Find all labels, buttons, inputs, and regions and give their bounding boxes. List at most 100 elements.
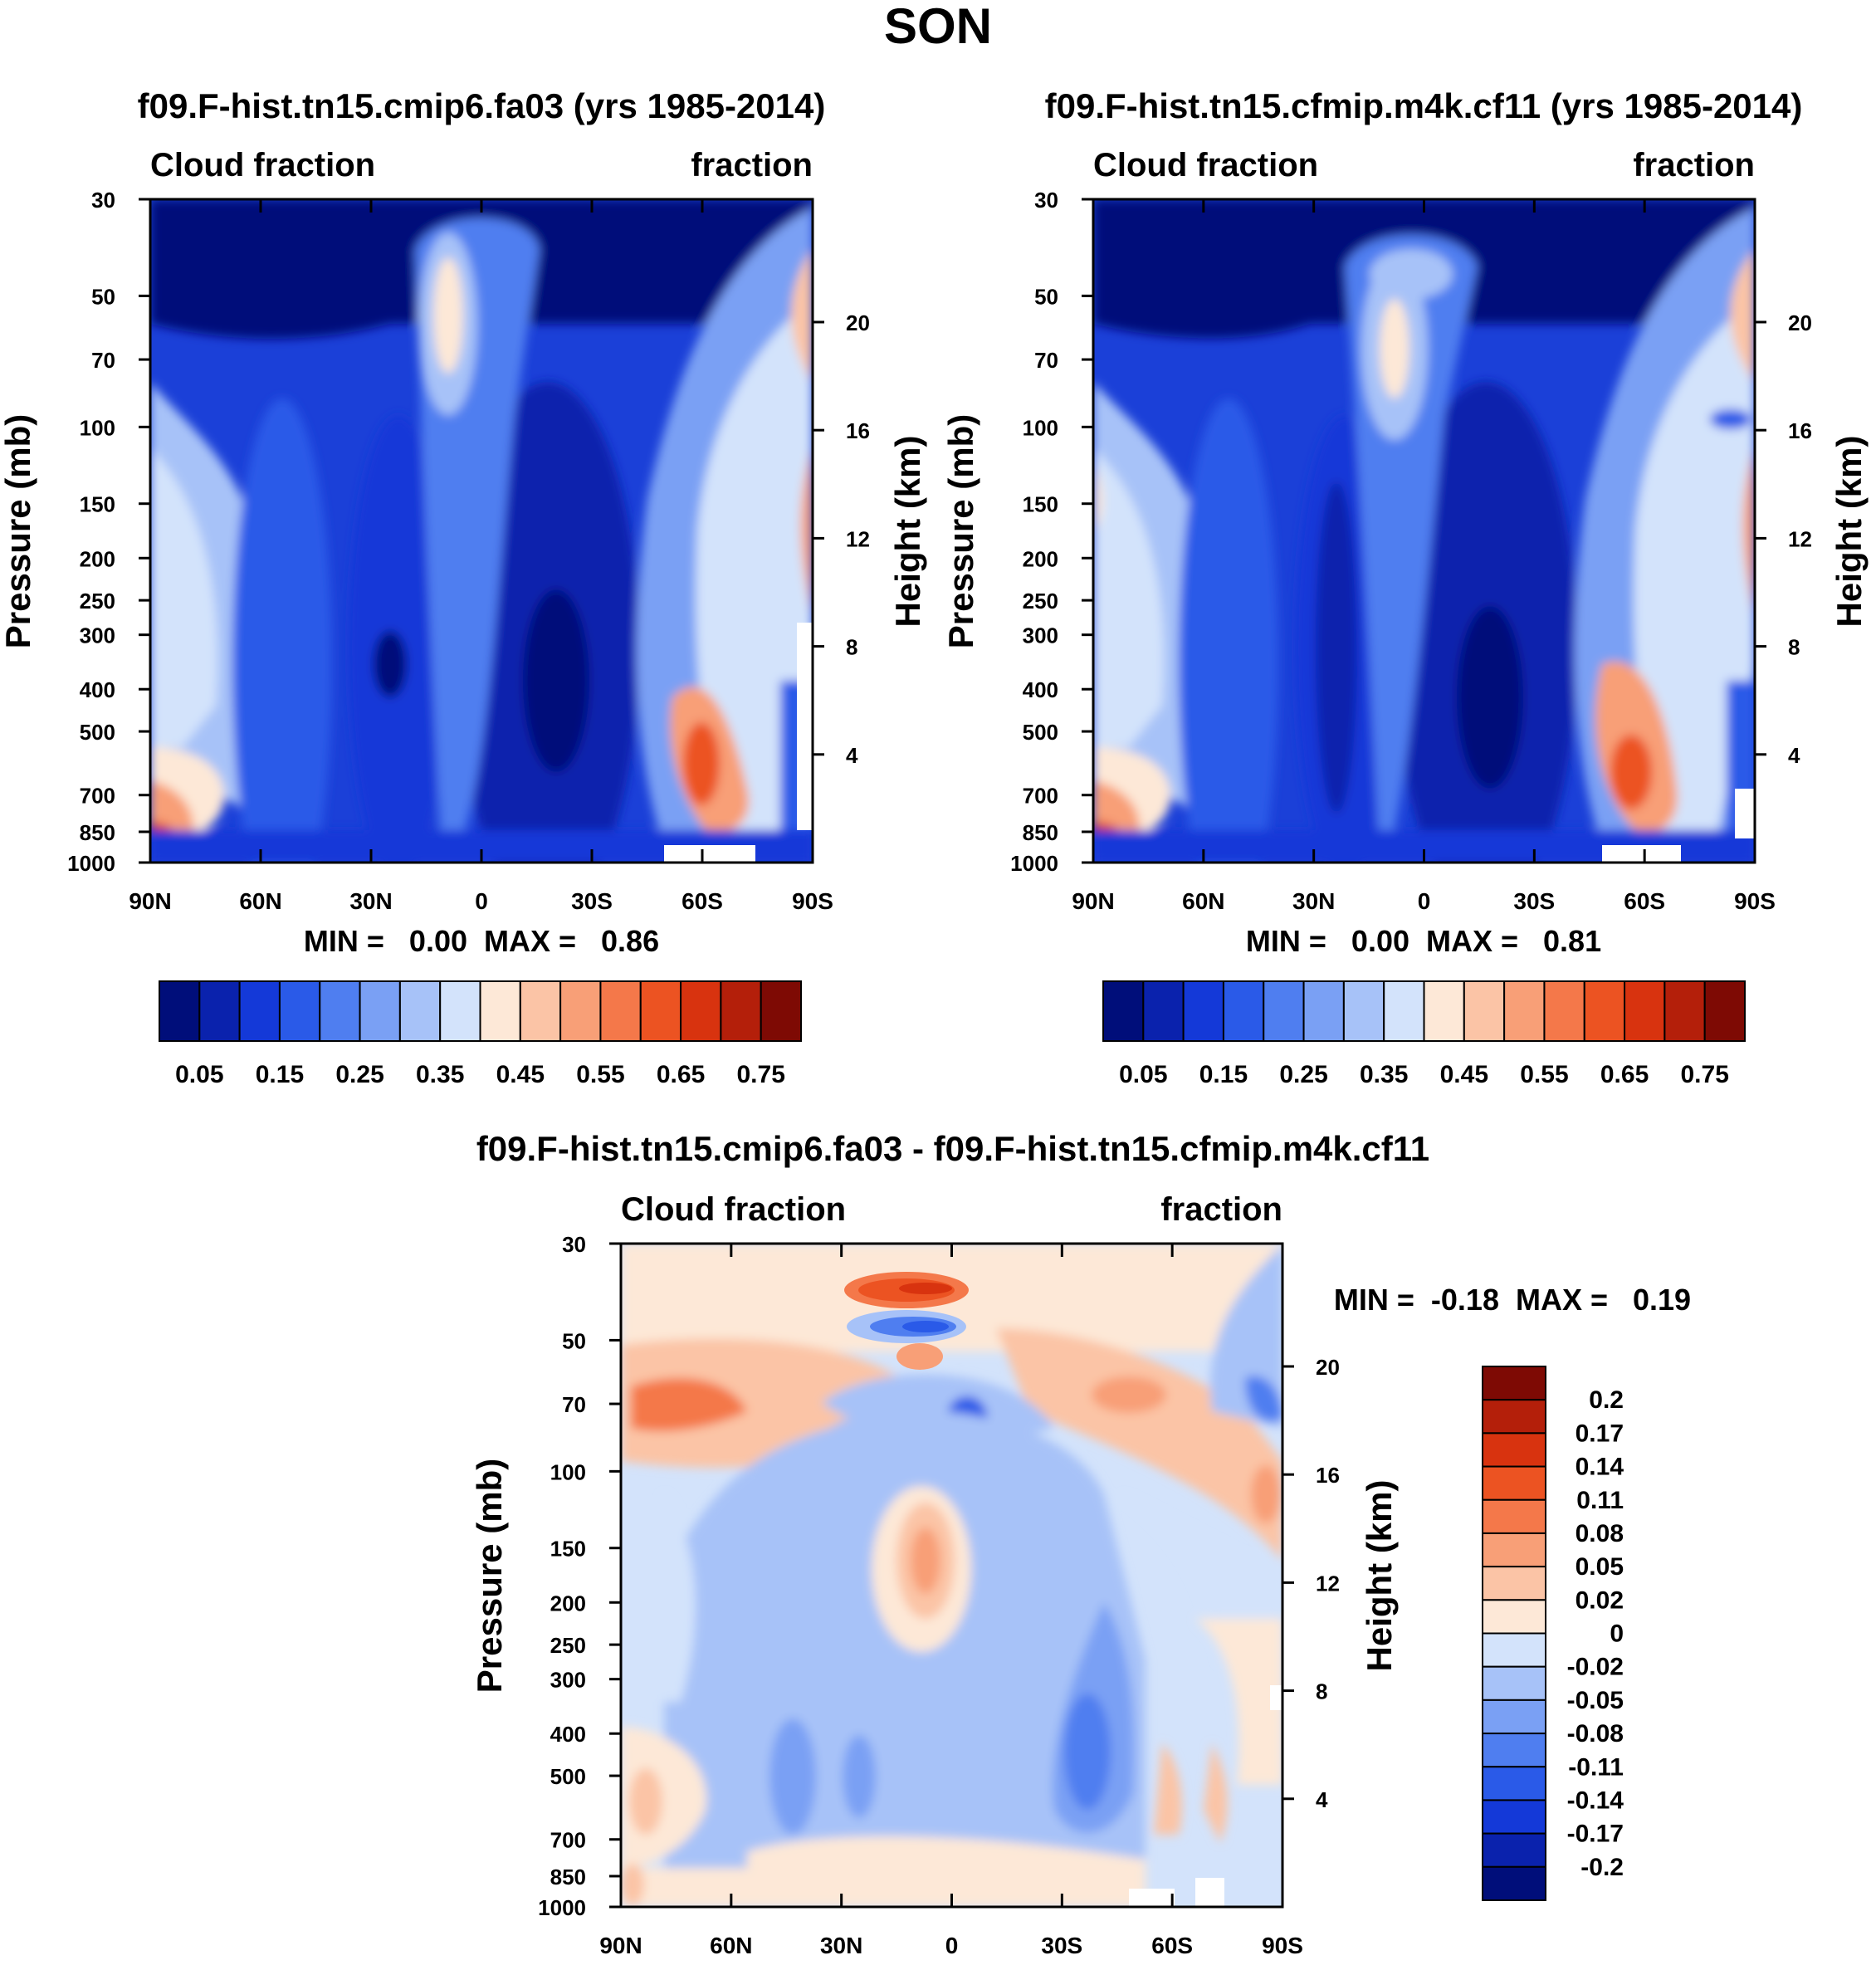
colorbar-label: 0.15 (256, 1061, 304, 1088)
x-tick-label: 30S (1041, 1933, 1082, 1958)
colorbar-label: -0.11 (1568, 1753, 1624, 1781)
colorbar-box (1482, 1366, 1546, 1401)
colorbar-label: 0.55 (576, 1061, 624, 1088)
x-tick-label: 90S (792, 888, 833, 914)
colorbar: 0.05 0.15 0.25 0.35 0.45 0.55 0.65 0.75 (159, 980, 802, 1088)
panel-title: f09.F-hist.tn15.cfmip.m4k.cf11 (yrs 1985… (1045, 86, 1803, 125)
colorbar-box (439, 980, 481, 1042)
y-tick-label: 30 (91, 188, 115, 213)
colorbar-box (1583, 980, 1626, 1042)
left-corner-label: Cloud fraction (1093, 147, 1318, 183)
right-corner-label: fraction (691, 147, 813, 183)
y-tick-label: 150 (1023, 492, 1058, 517)
y-right-tick-label: 4 (1316, 1787, 1328, 1812)
x-tick-label: 60S (1151, 1933, 1193, 1958)
colorbar-box (639, 980, 682, 1042)
colorbar-box (1543, 980, 1585, 1042)
y-tick-label: 300 (1023, 623, 1058, 648)
y-right-tick-label: 8 (1788, 635, 1800, 660)
colorbar-box (159, 980, 201, 1042)
plot-field (1093, 199, 1755, 863)
colorbar-box (1302, 980, 1345, 1042)
y-tick-label: 250 (550, 1633, 586, 1658)
colorbar-label: 0.45 (1440, 1061, 1488, 1088)
panel-left: f09.F-hist.tn15.cmip6.fa03 (yrs 1985-201… (0, 86, 927, 1088)
y-tick-label: 150 (80, 492, 115, 517)
y-tick-label: 250 (80, 589, 115, 613)
x-tick-label: 60N (1182, 888, 1224, 914)
colorbar: 0.2 0.17 0.14 0.11 0.08 0.05 0.02 0 -0.02 -0.05 -0… (1482, 1366, 1624, 1901)
x-tick-label: 30S (1513, 888, 1555, 914)
colorbar-box (1482, 1498, 1546, 1534)
colorbar-label: 0.05 (1576, 1553, 1624, 1581)
stats-text: MIN = 0.00 MAX = 0.81 (1246, 924, 1601, 958)
x-axis: 90N 60N 30N 0 30S 60S 90S (1072, 199, 1776, 914)
y-right-tick-label: 16 (846, 418, 870, 443)
colorbar-label: -0.17 (1567, 1821, 1624, 1848)
plot-field (621, 1244, 1282, 1907)
colorbar-box (278, 980, 321, 1042)
colorbar-label: 0.55 (1520, 1061, 1568, 1088)
y-right-tick-label: 8 (846, 635, 857, 660)
colorbar-box (1263, 980, 1305, 1042)
y-tick-label: 700 (80, 784, 115, 809)
y-tick-label: 500 (550, 1764, 586, 1789)
y-tick-label: 150 (550, 1537, 586, 1562)
y-tick-label: 30 (562, 1232, 586, 1257)
stats-text: MIN = -0.18 MAX = 0.19 (1334, 1283, 1691, 1317)
y-right-tick-label: 16 (1788, 418, 1812, 443)
y-tick-label: 500 (1023, 720, 1058, 745)
y-right-tick-label: 12 (1316, 1571, 1340, 1596)
y-tick-label: 100 (1023, 415, 1058, 440)
colorbar: 0.05 0.15 0.25 0.35 0.45 0.55 0.65 0.75 (1102, 980, 1746, 1088)
colorbar-label: 0.05 (175, 1061, 223, 1088)
x-tick-label: 90S (1734, 888, 1776, 914)
colorbar-box (1482, 1432, 1546, 1468)
y-tick-label: 1000 (538, 1895, 586, 1920)
colorbar-label: -0.2 (1580, 1854, 1624, 1881)
x-tick-label: 0 (1418, 888, 1431, 914)
colorbar-box (1342, 980, 1385, 1042)
colorbar-box (319, 980, 361, 1042)
panel-right: f09.F-hist.tn15.cfmip.m4k.cf11 (yrs 1985… (941, 86, 1869, 1088)
x-tick-label: 60N (239, 888, 281, 914)
y-tick-label: 700 (550, 1828, 586, 1853)
panel-title: f09.F-hist.tn15.cmip6.fa03 (yrs 1985-201… (138, 86, 826, 125)
colorbar-label: 0.11 (1576, 1487, 1624, 1514)
colorbar-box (1482, 1532, 1546, 1568)
y-tick-label: 50 (1034, 284, 1058, 309)
y-axis-left: 30 50 70 100 150 200 250 300 400 500 700 850 1000 (538, 1232, 621, 1920)
y-tick-label: 70 (562, 1392, 586, 1417)
colorbar-label: 0.15 (1199, 1061, 1248, 1088)
x-tick-label: 90N (599, 1933, 642, 1958)
y-right-tick-label: 4 (846, 743, 858, 768)
x-axis: 90N 60N 30N 0 30S 60S 90S (129, 199, 833, 914)
y-axis-label-right: Height (km) (888, 436, 927, 628)
colorbar-box (680, 980, 722, 1042)
colorbar-label: 0.2 (1589, 1386, 1624, 1414)
x-tick-label: 60N (710, 1933, 752, 1958)
x-tick-label: 90N (1072, 888, 1114, 914)
colorbar-label: 0.25 (1279, 1061, 1327, 1088)
y-axis-left: 30 50 70 100 150 200 250 300 400 500 700 850 1000 (67, 188, 150, 876)
y-right-tick-label: 16 (1316, 1463, 1340, 1488)
colorbar-box (1482, 1832, 1546, 1868)
y-right-tick-label: 4 (1788, 743, 1800, 768)
colorbar-label: 0.17 (1576, 1420, 1624, 1447)
panel-title: f09.F-hist.tn15.cmip6.fa03 - f09.F-hist.… (476, 1129, 1429, 1168)
colorbar-box (1482, 1733, 1546, 1768)
colorbar-box (760, 980, 802, 1042)
y-tick-label: 850 (1023, 820, 1058, 845)
colorbar-label: 0 (1610, 1620, 1624, 1648)
colorbar-box (1482, 1766, 1546, 1801)
colorbar-box (1503, 980, 1546, 1042)
colorbar-box (1482, 1465, 1546, 1501)
colorbar-label: 0.02 (1576, 1586, 1624, 1614)
y-tick-label: 1000 (1010, 851, 1058, 876)
colorbar-label: 0.05 (1119, 1061, 1167, 1088)
y-right-tick-label: 8 (1316, 1679, 1327, 1704)
y-tick-label: 400 (80, 677, 115, 702)
x-tick-label: 30S (571, 888, 613, 914)
plot-field (150, 199, 813, 863)
